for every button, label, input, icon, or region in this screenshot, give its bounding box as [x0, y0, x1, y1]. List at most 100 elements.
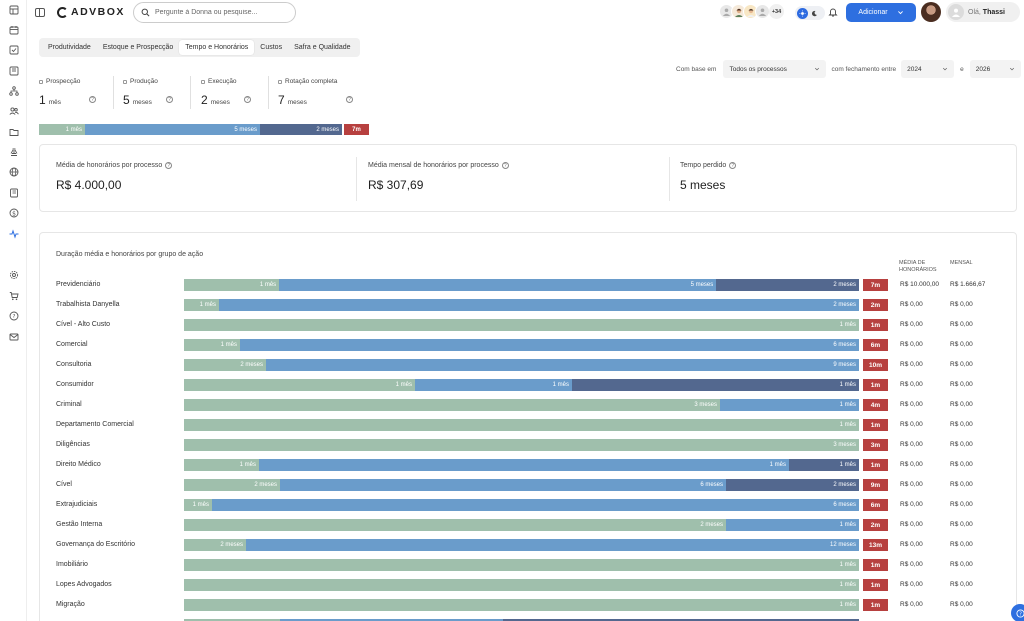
base-select-value: Todos os processos [729, 65, 787, 73]
help-icon[interactable]: ? [501, 162, 509, 169]
table-row[interactable]: Extrajudiciais 1 mês 6 meses 6m R$ 0,00 … [40, 499, 1016, 511]
help-icon[interactable]: ? [244, 96, 251, 103]
globe-icon[interactable] [9, 167, 19, 177]
year-from-select[interactable]: 2024 [901, 60, 955, 78]
row-mensal: R$ 0,00 [950, 461, 973, 468]
segment-total: 7m [344, 124, 369, 135]
table-row[interactable]: Previdenciário 1 mês 5 meses 2 meses 7m … [40, 279, 1016, 291]
row-timeline-bar: 1 mês 1 mês 1 mês [184, 459, 859, 471]
table-row[interactable]: Gestão Interna 2 meses 1 mês 2m R$ 0,00 … [40, 519, 1016, 531]
tab-tempo-honorarios[interactable]: Tempo e Honorários [179, 40, 255, 55]
add-button[interactable]: Adicionar [846, 3, 916, 22]
checklist-icon[interactable] [9, 45, 19, 55]
avatar[interactable] [755, 4, 770, 19]
user-greeting: Olá, Thassi [968, 9, 1005, 16]
avatar-overflow-count[interactable]: +34 [769, 4, 784, 19]
table-row[interactable]: Governança do Escritório 2 meses 12 mese… [40, 539, 1016, 551]
help-icon[interactable]: ? [346, 96, 353, 103]
help-icon[interactable]: ? [729, 162, 737, 169]
stage-unit: meses [132, 99, 152, 106]
book-icon[interactable] [9, 188, 19, 198]
segment-execucao [503, 619, 859, 621]
row-mensal: R$ 0,00 [950, 441, 973, 448]
table-row[interactable]: Cível - Alto Custo 1 mês 1m R$ 0,00 R$ 0… [40, 319, 1016, 331]
help-icon[interactable]: ? [166, 96, 173, 103]
table-row[interactable]: Consumidor 1 mês 1 mês 1 mês 1m R$ 0,00 … [40, 379, 1016, 391]
help-icon: ? [1015, 608, 1024, 618]
stage-rotacao-completa: Rotação completa 7 meses ? [278, 78, 353, 107]
row-mensal: R$ 0,00 [950, 481, 973, 488]
stamp-icon[interactable] [9, 147, 19, 157]
row-timeline-bar: 2 meses 1 mês [184, 519, 859, 531]
table-row[interactable]: Lopes Advogados 1 mês 1m R$ 0,00 R$ 0,00 [40, 579, 1016, 591]
stage-marker-icon [39, 79, 43, 84]
row-media: R$ 0,00 [900, 381, 923, 388]
segment-prospeccao: 1 mês [184, 499, 212, 511]
bell-icon[interactable] [828, 7, 838, 17]
logo[interactable]: ADVBOX [57, 6, 125, 18]
user-menu[interactable]: Olá, Thassi [946, 2, 1020, 22]
row-name: Departamento Comercial [56, 421, 134, 428]
stage-prospeccao: Prospecção 1 mês ? [39, 78, 96, 107]
stage-value: 1 [39, 93, 46, 107]
tab-estoque-prospeccao[interactable]: Estoque e Prospecção [102, 44, 174, 51]
row-media: R$ 0,00 [900, 401, 923, 408]
table-row[interactable]: Direito Médico 1 mês 1 mês 1 mês 1m R$ 0… [40, 459, 1016, 471]
dollar-icon[interactable]: $ [9, 208, 19, 218]
calendar-icon[interactable] [9, 25, 19, 35]
divider [268, 76, 269, 109]
sidebar-toggle-icon[interactable] [35, 8, 45, 17]
help-icon[interactable]: ? [89, 96, 96, 103]
chevron-down-icon [897, 11, 903, 15]
segment-producao: 6 meses [212, 499, 859, 511]
table-row[interactable]: Diligências 3 meses 3m R$ 0,00 R$ 0,00 [40, 439, 1016, 451]
row-name: Lopes Advogados [56, 581, 112, 588]
avatar[interactable] [731, 4, 746, 19]
table-row[interactable]: Consultoria 2 meses 9 meses 10m R$ 0,00 … [40, 359, 1016, 371]
moon-icon [811, 10, 818, 17]
tab-custos[interactable]: Custos [260, 44, 283, 51]
table-row[interactable]: Trabalhista Danyella 1 mês 2 meses 2m R$… [40, 299, 1016, 311]
row-name: Direito Médico [56, 461, 101, 468]
table-row[interactable]: Departamento Comercial 1 mês 1m R$ 0,00 … [40, 419, 1016, 431]
settings-icon[interactable] [9, 270, 19, 280]
table-row[interactable]: Migração 1 mês 1m R$ 0,00 R$ 0,00 [40, 599, 1016, 611]
board-icon[interactable] [9, 66, 19, 76]
profile-photo[interactable] [921, 2, 941, 22]
table-row[interactable]: Cível 2 meses 6 meses 2 meses 9m R$ 0,00… [40, 479, 1016, 491]
table-row[interactable]: Criminal 3 meses 1 mês 4m R$ 0,00 R$ 0,0… [40, 399, 1016, 411]
year-to-select[interactable]: 2026 [969, 60, 1021, 78]
stage-marker-icon [278, 79, 282, 84]
base-select[interactable]: Todos os processos [723, 60, 827, 78]
stage-label: Execução [208, 78, 237, 85]
row-timeline-bar: 2 meses 6 meses 2 meses [184, 479, 859, 491]
row-total-badge: 1m [863, 579, 888, 591]
help-icon[interactable]: ? [165, 162, 173, 169]
dashboard-icon[interactable] [9, 5, 19, 15]
search-input[interactable] [155, 9, 285, 16]
avatar[interactable] [743, 4, 758, 19]
kpi-value: R$ 4.000,00 [56, 178, 122, 192]
stage-label: Produção [130, 78, 158, 85]
segment-prospeccao: 1 mês [184, 419, 859, 431]
tab-safra-qualidade[interactable]: Safra e Qualidade [294, 44, 351, 51]
mail-icon[interactable] [9, 332, 19, 342]
help-icon[interactable]: ? [9, 311, 19, 321]
people-icon[interactable] [9, 106, 19, 116]
theme-toggle[interactable] [795, 6, 825, 20]
tab-produtividade[interactable]: Produtividade [48, 44, 91, 51]
help-chat-button[interactable]: ? [1011, 604, 1024, 621]
kpi-media-mensal: Média mensal de honorários por processo?… [368, 162, 509, 192]
row-media: R$ 0,00 [900, 601, 923, 608]
search-box[interactable] [133, 2, 296, 23]
row-timeline-bar: 1 mês [184, 599, 859, 611]
stage-execucao: Execução 2 meses ? [201, 78, 251, 107]
activity-icon[interactable] [9, 229, 19, 239]
table-row[interactable]: Comercial 1 mês 6 meses 6m R$ 0,00 R$ 0,… [40, 339, 1016, 351]
cart-icon[interactable] [9, 291, 19, 301]
folder-icon[interactable] [9, 127, 19, 137]
user-name: Thassi [982, 8, 1005, 16]
team-avatars[interactable]: +34 [719, 4, 784, 19]
table-row[interactable]: Imobiliário 1 mês 1m R$ 0,00 R$ 0,00 [40, 559, 1016, 571]
workflow-icon[interactable] [9, 86, 19, 96]
